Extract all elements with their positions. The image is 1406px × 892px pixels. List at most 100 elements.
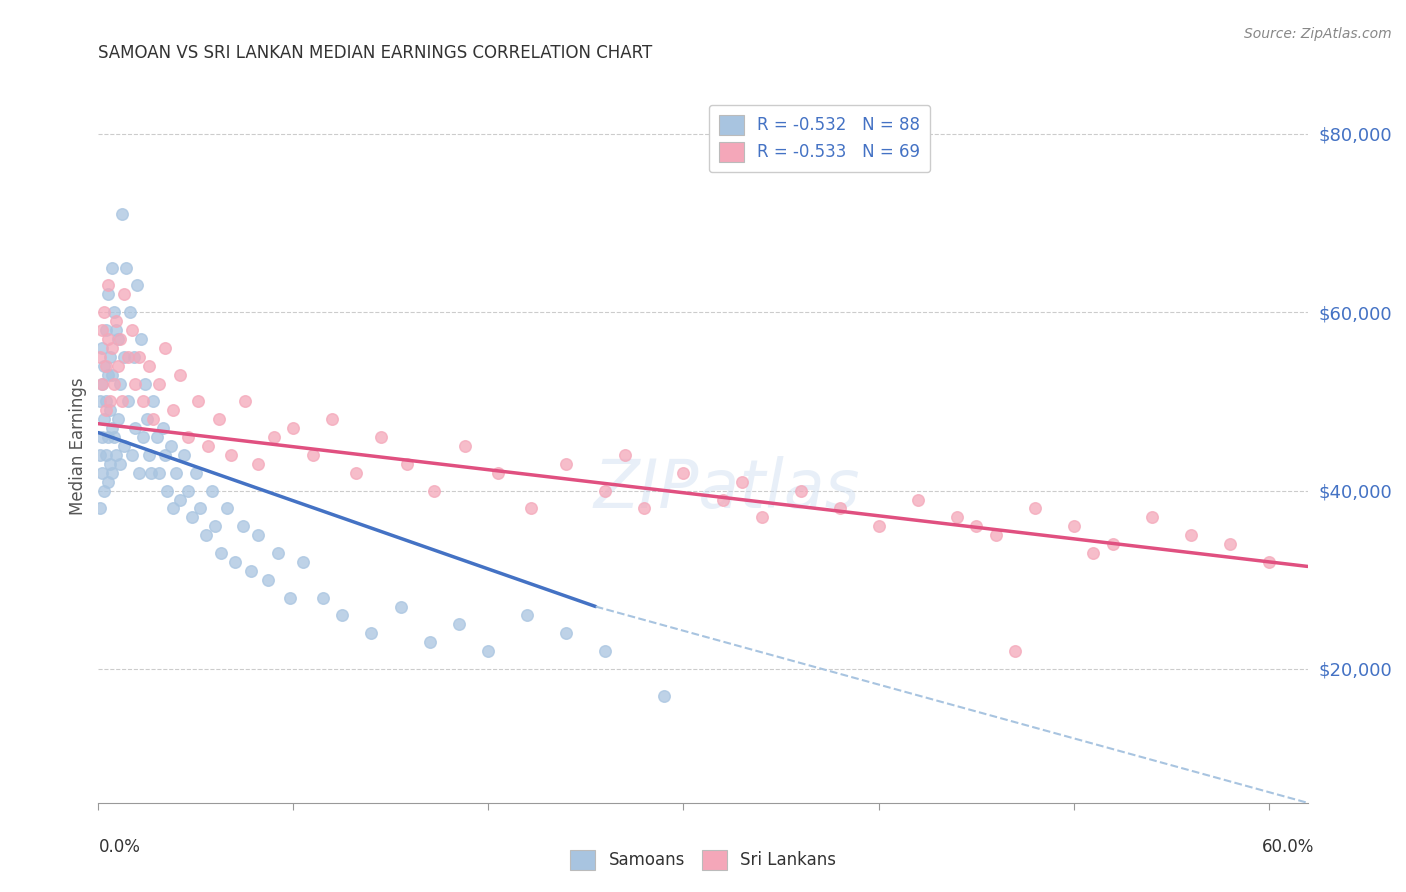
Point — [204, 519, 226, 533]
Point — [114, 260, 136, 275]
Point — [200, 483, 222, 498]
Point — [292, 555, 315, 569]
Point — [132, 394, 155, 409]
Point — [984, 528, 1007, 542]
Point — [555, 626, 578, 640]
Point — [91, 323, 114, 337]
Text: 0.0%: 0.0% — [98, 838, 141, 856]
Point — [136, 412, 159, 426]
Point — [98, 350, 121, 364]
Point — [153, 448, 176, 462]
Point — [711, 492, 734, 507]
Point — [614, 448, 637, 462]
Point — [93, 305, 115, 319]
Point — [477, 644, 499, 658]
Point — [184, 466, 207, 480]
Point — [124, 421, 146, 435]
Point — [177, 483, 200, 498]
Point — [108, 457, 131, 471]
Point — [103, 305, 125, 319]
Point — [153, 341, 176, 355]
Point — [112, 287, 135, 301]
Point — [122, 350, 145, 364]
Point — [108, 332, 131, 346]
Point — [117, 394, 139, 409]
Point — [148, 376, 170, 391]
Point — [96, 359, 118, 373]
Point — [423, 483, 446, 498]
Point — [107, 412, 129, 426]
Point — [449, 617, 471, 632]
Point — [101, 260, 124, 275]
Point — [112, 439, 135, 453]
Point — [118, 305, 141, 319]
Point — [789, 483, 811, 498]
Point — [97, 430, 120, 444]
Point — [97, 475, 120, 489]
Point — [138, 448, 160, 462]
Point — [247, 457, 270, 471]
Point — [156, 483, 179, 498]
Point — [633, 501, 655, 516]
Point — [302, 448, 325, 462]
Point — [344, 466, 367, 480]
Point — [89, 394, 111, 409]
Point — [91, 376, 114, 391]
Point — [91, 430, 114, 444]
Point — [169, 492, 191, 507]
Point — [181, 510, 204, 524]
Point — [360, 626, 382, 640]
Point — [146, 430, 169, 444]
Point — [595, 644, 617, 658]
Point — [128, 350, 150, 364]
Text: Source: ZipAtlas.com: Source: ZipAtlas.com — [1244, 27, 1392, 41]
Point — [142, 394, 165, 409]
Point — [1180, 528, 1202, 542]
Point — [108, 376, 131, 391]
Legend: Samoans, Sri Lankans: Samoans, Sri Lankans — [564, 843, 842, 877]
Point — [520, 501, 543, 516]
Point — [134, 376, 156, 391]
Point — [107, 359, 129, 373]
Point — [188, 501, 211, 516]
Point — [104, 323, 127, 337]
Point — [312, 591, 335, 605]
Point — [278, 591, 301, 605]
Point — [96, 403, 118, 417]
Text: 60.0%: 60.0% — [1263, 838, 1315, 856]
Point — [93, 359, 115, 373]
Point — [107, 332, 129, 346]
Point — [98, 394, 121, 409]
Point — [111, 207, 134, 221]
Point — [1219, 537, 1241, 551]
Point — [131, 332, 153, 346]
Point — [1101, 537, 1123, 551]
Point — [96, 448, 118, 462]
Point — [97, 278, 120, 293]
Point — [142, 412, 165, 426]
Point — [132, 430, 155, 444]
Point — [321, 412, 343, 426]
Point — [868, 519, 890, 533]
Y-axis label: Median Earnings: Median Earnings — [69, 377, 87, 515]
Point — [93, 412, 115, 426]
Point — [91, 466, 114, 480]
Point — [194, 528, 217, 542]
Point — [652, 689, 675, 703]
Point — [139, 466, 162, 480]
Point — [98, 457, 121, 471]
Point — [159, 439, 181, 453]
Point — [104, 448, 127, 462]
Point — [1024, 501, 1046, 516]
Point — [751, 510, 773, 524]
Point — [121, 323, 143, 337]
Point — [148, 466, 170, 480]
Point — [1063, 519, 1085, 533]
Point — [239, 564, 262, 578]
Point — [127, 278, 149, 293]
Point — [257, 573, 280, 587]
Point — [91, 341, 114, 355]
Point — [97, 287, 120, 301]
Point — [486, 466, 509, 480]
Point — [89, 501, 111, 516]
